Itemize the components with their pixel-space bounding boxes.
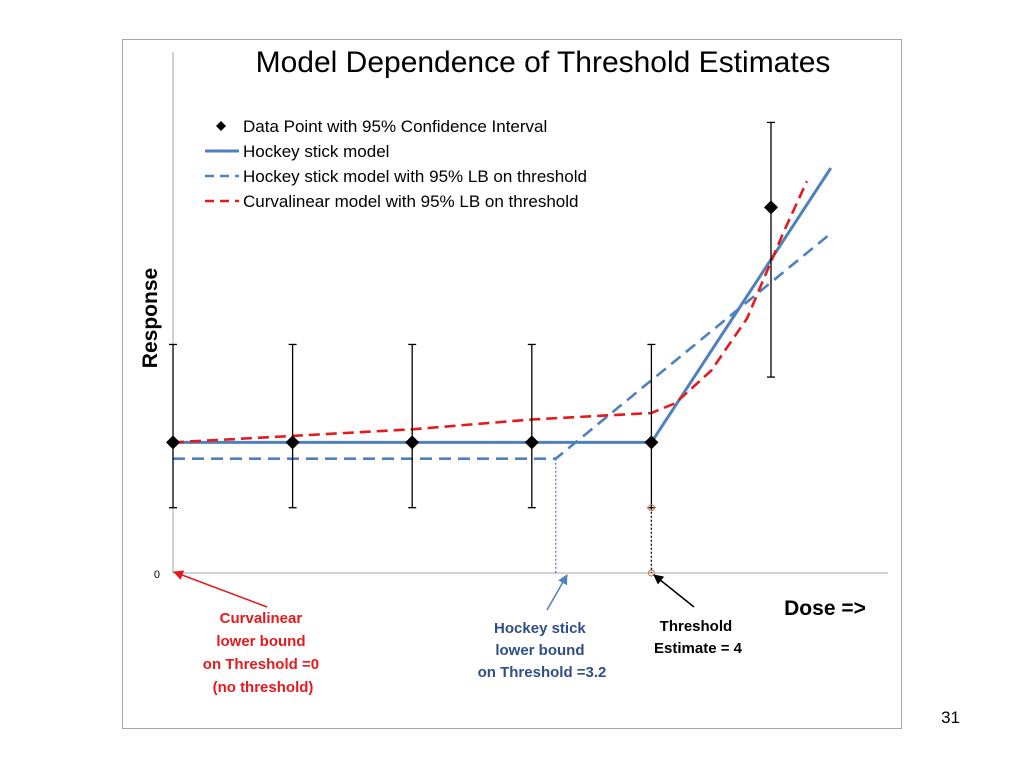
threshold-estimate-marker-top: [647, 504, 655, 512]
annotation-threshold: Threshold Estimate = 4: [653, 574, 743, 657]
page-number: 31: [941, 708, 960, 727]
legend-label-0: Data Point with 95% Confidence Interval: [243, 117, 547, 136]
legend-label-1: Hockey stick model: [243, 142, 389, 161]
y-tick-label: 0: [154, 569, 160, 581]
hockey-line-2: lower bound: [495, 642, 584, 659]
data-point-marker: [405, 435, 420, 450]
curvalinear-line-1: Curvalinear: [220, 610, 303, 627]
curvalinear-line-2: lower bound: [216, 633, 305, 650]
threshold-line-1: Threshold: [660, 618, 733, 635]
svg-text:Threshold Estimate = 4: Threshold Estimate = 4: [654, 618, 743, 657]
points-layer: [166, 121, 778, 509]
hockey-line-1: Hockey stick: [494, 620, 586, 637]
chart-title: Model Dependence of Threshold Estimates: [256, 46, 831, 79]
series-line-2: [173, 232, 832, 461]
legend-label-2: Hockey stick model with 95% LB on thresh…: [243, 167, 587, 186]
curvalinear-line-4: (no threshold): [213, 679, 314, 696]
guides-layer: [555, 458, 655, 577]
annotation-curvalinear: Curvalinear lower bound on Threshold =0 …: [173, 570, 323, 696]
curvalinear-line-3: on Threshold =0: [203, 656, 319, 673]
y-axis-label: Response: [139, 268, 162, 368]
hockey-arrow: [546, 574, 568, 611]
x-axis-label: Dose =>: [784, 597, 866, 620]
threshold-arrow: [653, 574, 695, 608]
series-line-3: [172, 180, 809, 444]
data-point-marker: [166, 435, 180, 450]
series-layer: [172, 167, 833, 461]
annotation-hockey: Hockey stick lower bound on Threshold =3…: [478, 574, 607, 681]
data-point-marker: [644, 435, 659, 450]
threshold-estimate-marker-bottom: [647, 569, 655, 577]
data-point-marker: [285, 435, 300, 450]
svg-text:Hockey stick lower bound: Hockey stick lower bound on Threshold =3…: [478, 620, 607, 681]
hockey-line-3: on Threshold =3.2: [478, 664, 607, 681]
data-point-marker: [524, 435, 539, 450]
svg-text:Curvalinear lower bound: Curvalinear lower bound on Threshold =0 …: [203, 610, 323, 696]
slide-frame: [122, 39, 902, 729]
legend-marker-points: [216, 121, 226, 131]
threshold-line-2: Estimate = 4: [654, 640, 743, 657]
data-point-marker: [764, 200, 778, 215]
legend-label-3: Curvalinear model with 95% LB on thresho…: [243, 192, 578, 211]
legend: Data Point with 95% Confidence Interval H…: [205, 117, 587, 211]
curvalinear-arrow: [173, 570, 268, 608]
